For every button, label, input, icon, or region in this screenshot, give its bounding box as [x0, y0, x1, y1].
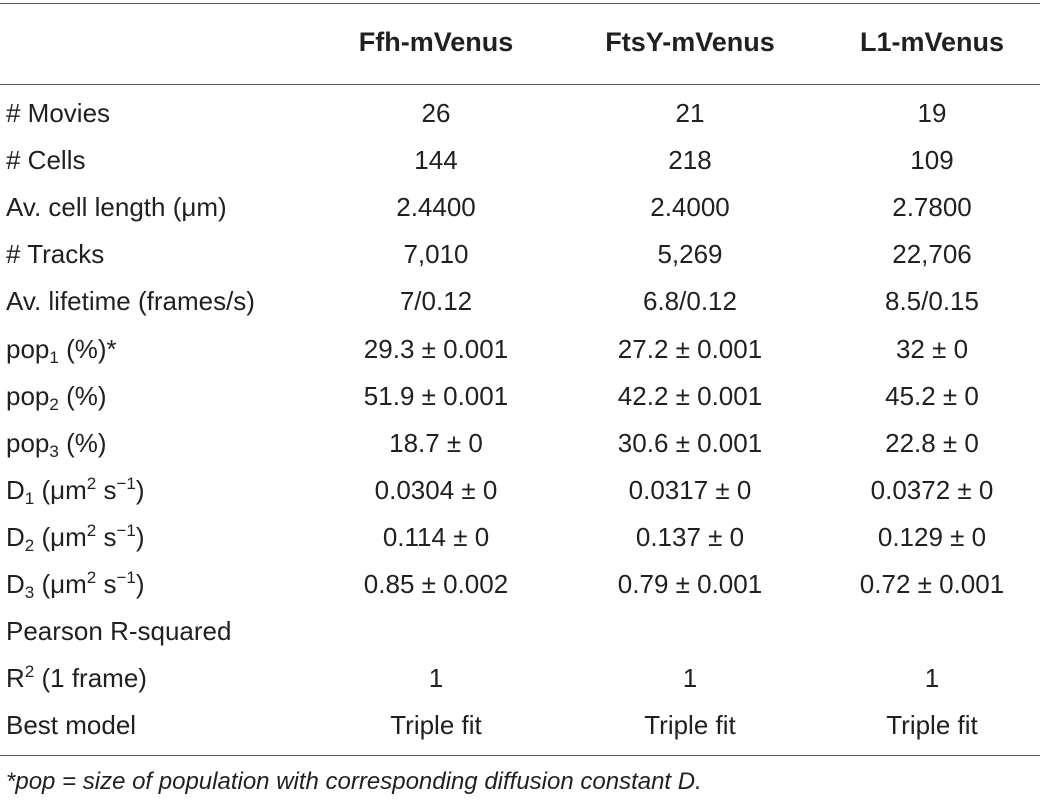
table-cell: 22.8 ± 0: [885, 427, 979, 458]
table-cell: [824, 608, 1040, 655]
row-label: D2 (μm2 s−1): [6, 520, 145, 555]
table-cell: 2.4000: [650, 192, 730, 223]
row-label: pop3 (%): [6, 427, 107, 461]
table-cell: 7/0.12: [399, 286, 473, 317]
header-ffh: Ffh-mVenus: [358, 26, 514, 57]
table-cell: 5,269: [657, 239, 723, 270]
row-label: pop1 (%)*: [6, 333, 117, 367]
row-label: Av. lifetime (frames/s): [6, 286, 255, 317]
table-cell: 0.114 ± 0: [382, 521, 490, 552]
table-cell: 26: [421, 98, 451, 129]
table-row: pop2 (%) 51.9 ± 0.001 42.2 ± 0.001 45.2 …: [0, 373, 1040, 420]
table-row: D1 (μm2 s−1) 0.0304 ± 0 0.0317 ± 0 0.037…: [0, 467, 1040, 514]
table-row: D2 (μm2 s−1) 0.114 ± 0 0.137 ± 0 0.129 ±…: [0, 514, 1040, 561]
table-row: Av. cell length (μm) 2.4400 2.4000 2.780…: [0, 184, 1040, 231]
table-cell: Triple fit: [390, 710, 482, 741]
table-cell: 218: [668, 145, 712, 176]
top-rule: [0, 3, 1040, 4]
table-row: # Cells 144 218 109: [0, 137, 1040, 184]
header-stub: [0, 0, 316, 84]
row-label: # Cells: [6, 145, 86, 176]
table-cell: 144: [414, 145, 458, 176]
table-cell: 0.85 ± 0.002: [363, 568, 509, 599]
table-cell: 30.6 ± 0.001: [617, 427, 763, 458]
header-rule: [0, 84, 1040, 85]
table-cell: 0.79 ± 0.001: [617, 568, 763, 599]
table-cell: 19: [917, 98, 947, 129]
row-label: # Movies: [6, 98, 111, 129]
row-label: pop2 (%): [6, 380, 107, 414]
table-cell: 1: [682, 663, 698, 694]
table-cell: 0.0372 ± 0: [870, 474, 994, 505]
table-footnote: *pop = size of population with correspon…: [6, 768, 702, 795]
row-label: D1 (μm2 s−1): [6, 473, 145, 508]
table-cell: 2.7800: [892, 192, 972, 223]
table-cell: 45.2 ± 0: [885, 380, 979, 411]
bottom-rule: [0, 755, 1040, 756]
table-cell: 0.72 ± 0.001: [859, 568, 1005, 599]
results-table: Ffh-mVenus FtsY-mVenus L1-mVenus # Movie…: [0, 0, 1040, 749]
table-cell: 21: [675, 98, 705, 129]
table-cell: 42.2 ± 0.001: [617, 380, 763, 411]
table-cell: Triple fit: [886, 710, 978, 741]
table-cell: [316, 608, 556, 655]
table-row: Av. lifetime (frames/s) 7/0.12 6.8/0.12 …: [0, 278, 1040, 325]
table-cell: 109: [910, 145, 954, 176]
table-cell: 0.0304 ± 0: [374, 474, 498, 505]
row-label: R2 (1 frame): [6, 662, 147, 694]
table-row: # Movies 26 21 19: [0, 84, 1040, 137]
table-cell: 6.8/0.12: [643, 286, 737, 317]
table-row: R2 (1 frame) 1 1 1: [0, 655, 1040, 702]
table-cell: 0.137 ± 0: [635, 521, 745, 552]
header-ftsy: FtsY-mVenus: [605, 26, 775, 57]
table-cell: 22,706: [892, 239, 972, 270]
table-row: pop3 (%) 18.7 ± 0 30.6 ± 0.001 22.8 ± 0: [0, 420, 1040, 467]
table-row: D3 (μm2 s−1) 0.85 ± 0.002 0.79 ± 0.001 0…: [0, 561, 1040, 608]
table-cell: 7,010: [403, 239, 469, 270]
table-cell: 0.129 ± 0: [877, 521, 987, 552]
table-cell: Triple fit: [644, 710, 736, 741]
table-cell: 27.2 ± 0.001: [617, 333, 763, 364]
row-label: Av. cell length (μm): [6, 192, 227, 223]
table-cell: 8.5/0.15: [885, 286, 979, 317]
table-row: pop1 (%)* 29.3 ± 0.001 27.2 ± 0.001 32 ±…: [0, 325, 1040, 372]
table-cell: 32 ± 0: [895, 333, 969, 364]
table-cell: [556, 608, 824, 655]
row-label: D3 (μm2 s−1): [6, 567, 145, 602]
header-l1: L1-mVenus: [859, 26, 1005, 57]
row-label: # Tracks: [6, 239, 105, 270]
table-cell: 2.4400: [396, 192, 476, 223]
table-cell: 1: [924, 663, 940, 694]
table-row: # Tracks 7,010 5,269 22,706: [0, 231, 1040, 278]
table-row: Pearson R-squared: [0, 608, 1040, 655]
table-cell: 18.7 ± 0: [389, 427, 483, 458]
row-label: Pearson R-squared: [6, 616, 232, 647]
table-row: Best model Triple fit Triple fit Triple …: [0, 702, 1040, 749]
table-cell: 0.0317 ± 0: [628, 474, 752, 505]
table-cell: 29.3 ± 0.001: [363, 333, 509, 364]
table-cell: 51.9 ± 0.001: [363, 380, 509, 411]
table-cell: 1: [428, 663, 444, 694]
header-row: Ffh-mVenus FtsY-mVenus L1-mVenus: [0, 0, 1040, 84]
row-label: Best model: [6, 710, 137, 741]
